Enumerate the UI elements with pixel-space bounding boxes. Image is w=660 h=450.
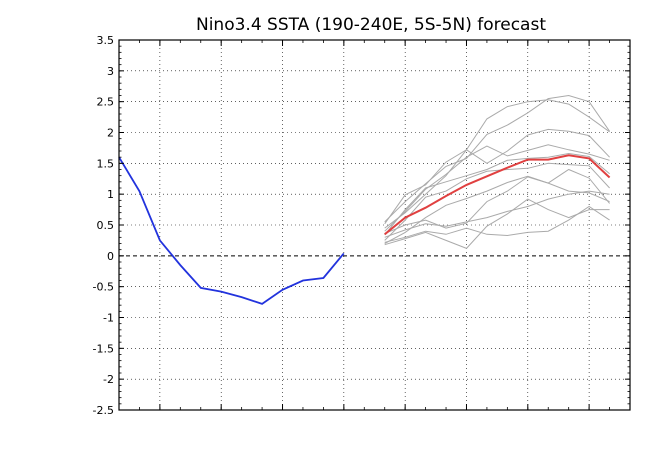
y-tick-label: 1 bbox=[107, 188, 114, 201]
plot-frame bbox=[118, 39, 631, 411]
ensemble-mean bbox=[384, 154, 611, 236]
y-tick-labels: 3.5 3 2.5 2 1.5 1 0.5 0 -0.5 -1 -1.5 -2 -2.5 bbox=[93, 34, 114, 417]
axes bbox=[118, 39, 631, 411]
y-tick-label: -2.5 bbox=[93, 404, 114, 417]
member-line bbox=[384, 168, 610, 244]
y-tick-label: -2 bbox=[103, 373, 114, 386]
member-line bbox=[384, 176, 610, 235]
grid-lines bbox=[119, 40, 630, 410]
y-tick-label: -0.5 bbox=[93, 281, 114, 294]
mean-line bbox=[384, 154, 611, 236]
y-tick-label: -1.5 bbox=[93, 342, 114, 355]
y-tick-label: 0.5 bbox=[97, 219, 115, 232]
chart-title: Nino3.4 SSTA (190-240E, 5S-5N) forecast bbox=[196, 15, 546, 35]
y-tick-label: 1.5 bbox=[97, 157, 115, 170]
member-line bbox=[384, 144, 610, 232]
member-line bbox=[384, 198, 610, 249]
y-tick-label: 2.5 bbox=[97, 96, 115, 109]
member-line bbox=[384, 128, 610, 229]
y-tick-label: 3.5 bbox=[97, 34, 115, 47]
member-line bbox=[384, 205, 610, 243]
y-tick-label: 2 bbox=[107, 127, 114, 140]
observed-series bbox=[118, 156, 345, 305]
y-tick-label: -1 bbox=[103, 312, 114, 325]
observed-line bbox=[118, 156, 345, 305]
ensemble-members bbox=[384, 94, 611, 249]
y-tick-label: 3 bbox=[107, 65, 114, 78]
member-line bbox=[384, 152, 610, 236]
member-line bbox=[384, 94, 611, 223]
member-line bbox=[384, 190, 610, 238]
y-tick-label: 0 bbox=[107, 250, 114, 263]
member-line bbox=[384, 162, 610, 241]
